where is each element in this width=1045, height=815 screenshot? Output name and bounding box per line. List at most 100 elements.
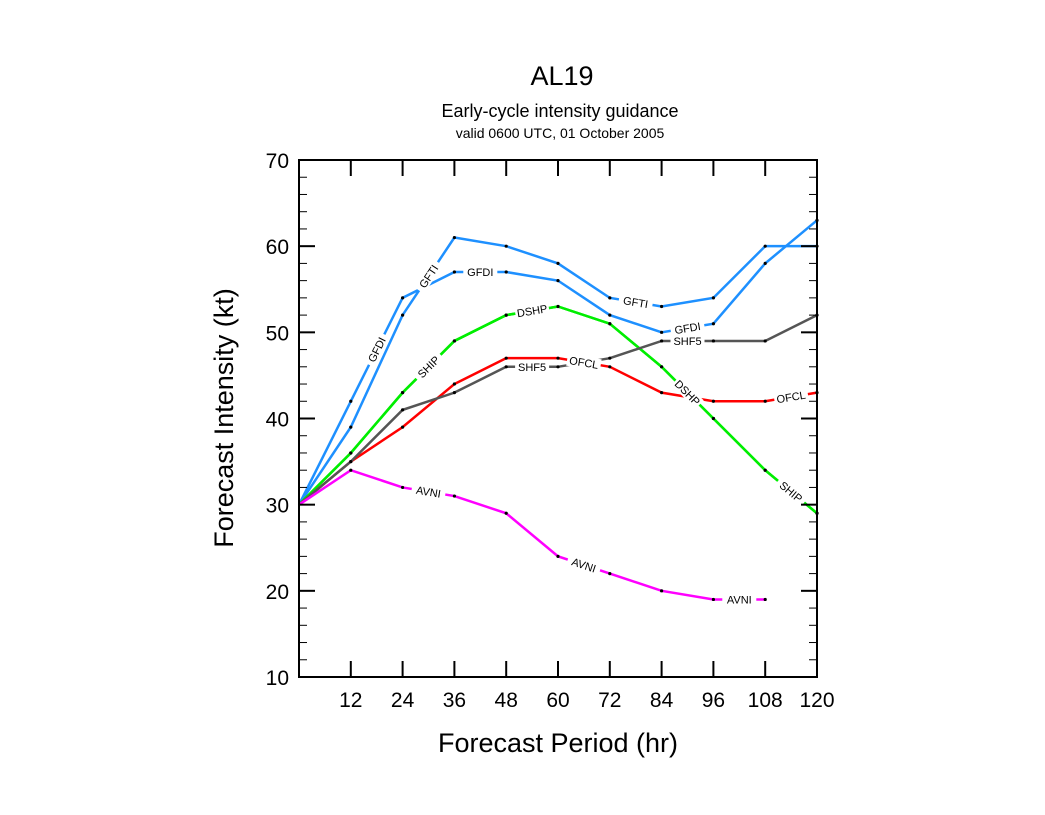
chart-title: AL19 xyxy=(530,61,593,91)
series-label-bg xyxy=(410,483,447,501)
data-point-avni xyxy=(349,468,353,472)
data-point-gfdi xyxy=(711,322,716,326)
y-tick-label: 50 xyxy=(266,322,289,345)
series-label-bg xyxy=(463,266,498,279)
data-point-gfti xyxy=(401,313,405,317)
series-label-ofcl: OFCL xyxy=(776,390,807,407)
data-point-gfdi xyxy=(556,279,560,283)
series-label-bg xyxy=(565,553,602,577)
series-label-bg xyxy=(363,331,390,368)
data-point-gfti xyxy=(349,425,353,429)
x-tick-label: 96 xyxy=(702,689,725,712)
data-point-avni xyxy=(660,589,664,593)
data-point-gfti xyxy=(556,261,560,265)
data-point-ofcl xyxy=(556,356,560,360)
data-point-avni xyxy=(556,554,560,558)
x-tick-label: 12 xyxy=(339,689,362,712)
x-tick-label: 36 xyxy=(443,689,466,712)
data-point-gfti xyxy=(763,244,767,248)
x-tick-label: 24 xyxy=(391,689,415,712)
series-label-avni: AVNI xyxy=(727,594,752,606)
data-point-gfti xyxy=(608,296,612,300)
data-point-dshp xyxy=(608,322,612,326)
data-point-gfdi xyxy=(401,296,405,300)
data-point-gfdi xyxy=(608,313,612,317)
data-point-gfdi xyxy=(660,330,664,334)
data-point-gfdi xyxy=(504,270,508,274)
data-point-shf5 xyxy=(401,408,405,412)
data-point-avni xyxy=(504,511,508,515)
data-point-ofcl xyxy=(608,365,612,369)
data-point-gfdi xyxy=(452,270,456,274)
x-tick-label: 48 xyxy=(495,689,518,712)
data-point-shf5 xyxy=(556,365,560,369)
data-point-avni xyxy=(763,597,767,602)
data-point-dshp xyxy=(504,313,508,317)
x-tick-label: 120 xyxy=(799,689,834,712)
data-point-shf5 xyxy=(452,391,456,395)
y-tick-label: 60 xyxy=(266,236,289,259)
series-label-bg xyxy=(670,334,705,347)
data-point-gfdi xyxy=(349,399,353,403)
series-label-bg xyxy=(514,302,550,320)
data-point-gfti xyxy=(660,304,664,309)
series-label-bg xyxy=(671,376,704,409)
y-tick-label: 20 xyxy=(266,581,289,604)
data-point-shf5 xyxy=(608,356,612,360)
y-tick-label: 40 xyxy=(266,409,289,432)
data-point-avni xyxy=(711,597,716,602)
data-point-ofcl xyxy=(763,399,767,403)
x-tick-label: 84 xyxy=(650,689,674,712)
chart-subtitle: Early-cycle intensity guidance xyxy=(441,101,678,121)
data-point-shf5 xyxy=(660,339,664,343)
data-point-ofcl xyxy=(401,425,405,429)
series-label-bg xyxy=(414,258,443,294)
data-point-gfti xyxy=(504,244,508,248)
series-label-bg xyxy=(722,593,757,606)
data-point-ofcl xyxy=(711,399,716,403)
series-label-gfdi: GFDI xyxy=(674,321,702,337)
series-label-gfti: GFTI xyxy=(622,295,649,311)
data-point-dshp xyxy=(556,304,560,309)
x-tick-label: 72 xyxy=(598,689,621,712)
y-tick-label: 10 xyxy=(266,667,289,690)
data-point-shf5 xyxy=(711,339,716,343)
data-point-avni xyxy=(452,494,456,498)
data-point-gfti xyxy=(452,235,456,240)
data-point-ofcl xyxy=(452,382,456,386)
series-line-gfti xyxy=(297,236,817,506)
series-label-avni: AVNI xyxy=(570,556,597,575)
series-label-ofcl: OFCL xyxy=(568,355,599,372)
x-tick-label: 108 xyxy=(748,689,783,712)
data-point-dshp xyxy=(660,365,664,369)
data-point-dshp xyxy=(349,451,353,455)
y-tick-label: 30 xyxy=(266,495,289,518)
series-label-gfdi: GFDI xyxy=(467,267,493,279)
data-point-dshp xyxy=(763,468,767,472)
y-axis-label: Forecast Intensity (kt) xyxy=(209,288,239,548)
series-label-avni: AVNI xyxy=(415,485,441,501)
series-label-dshp: DSHP xyxy=(516,303,548,320)
series-label-bg xyxy=(412,350,445,384)
data-point-dshp xyxy=(452,339,456,343)
data-point-shf5 xyxy=(504,365,508,369)
data-point-dshp xyxy=(401,391,405,395)
data-point-gfti xyxy=(711,296,716,300)
data-point-avni xyxy=(608,572,612,576)
series-label-bg xyxy=(566,353,602,372)
data-point-ofcl xyxy=(660,391,664,395)
data-point-ofcl xyxy=(504,356,508,360)
x-axis-label: Forecast Period (hr) xyxy=(438,728,678,758)
x-tick-label: 60 xyxy=(546,689,569,712)
series-label-shf5: SHF5 xyxy=(518,362,546,374)
data-point-dshp xyxy=(711,416,716,421)
series-label-shf5: SHF5 xyxy=(673,336,701,348)
data-point-gfdi xyxy=(763,261,767,265)
chart-valid-time: valid 0600 UTC, 01 October 2005 xyxy=(456,125,665,141)
series-label-dshp: DSHP xyxy=(672,378,702,408)
series-line-avni xyxy=(298,468,766,601)
data-point-avni xyxy=(401,485,405,490)
y-tick-label: 70 xyxy=(266,150,289,173)
